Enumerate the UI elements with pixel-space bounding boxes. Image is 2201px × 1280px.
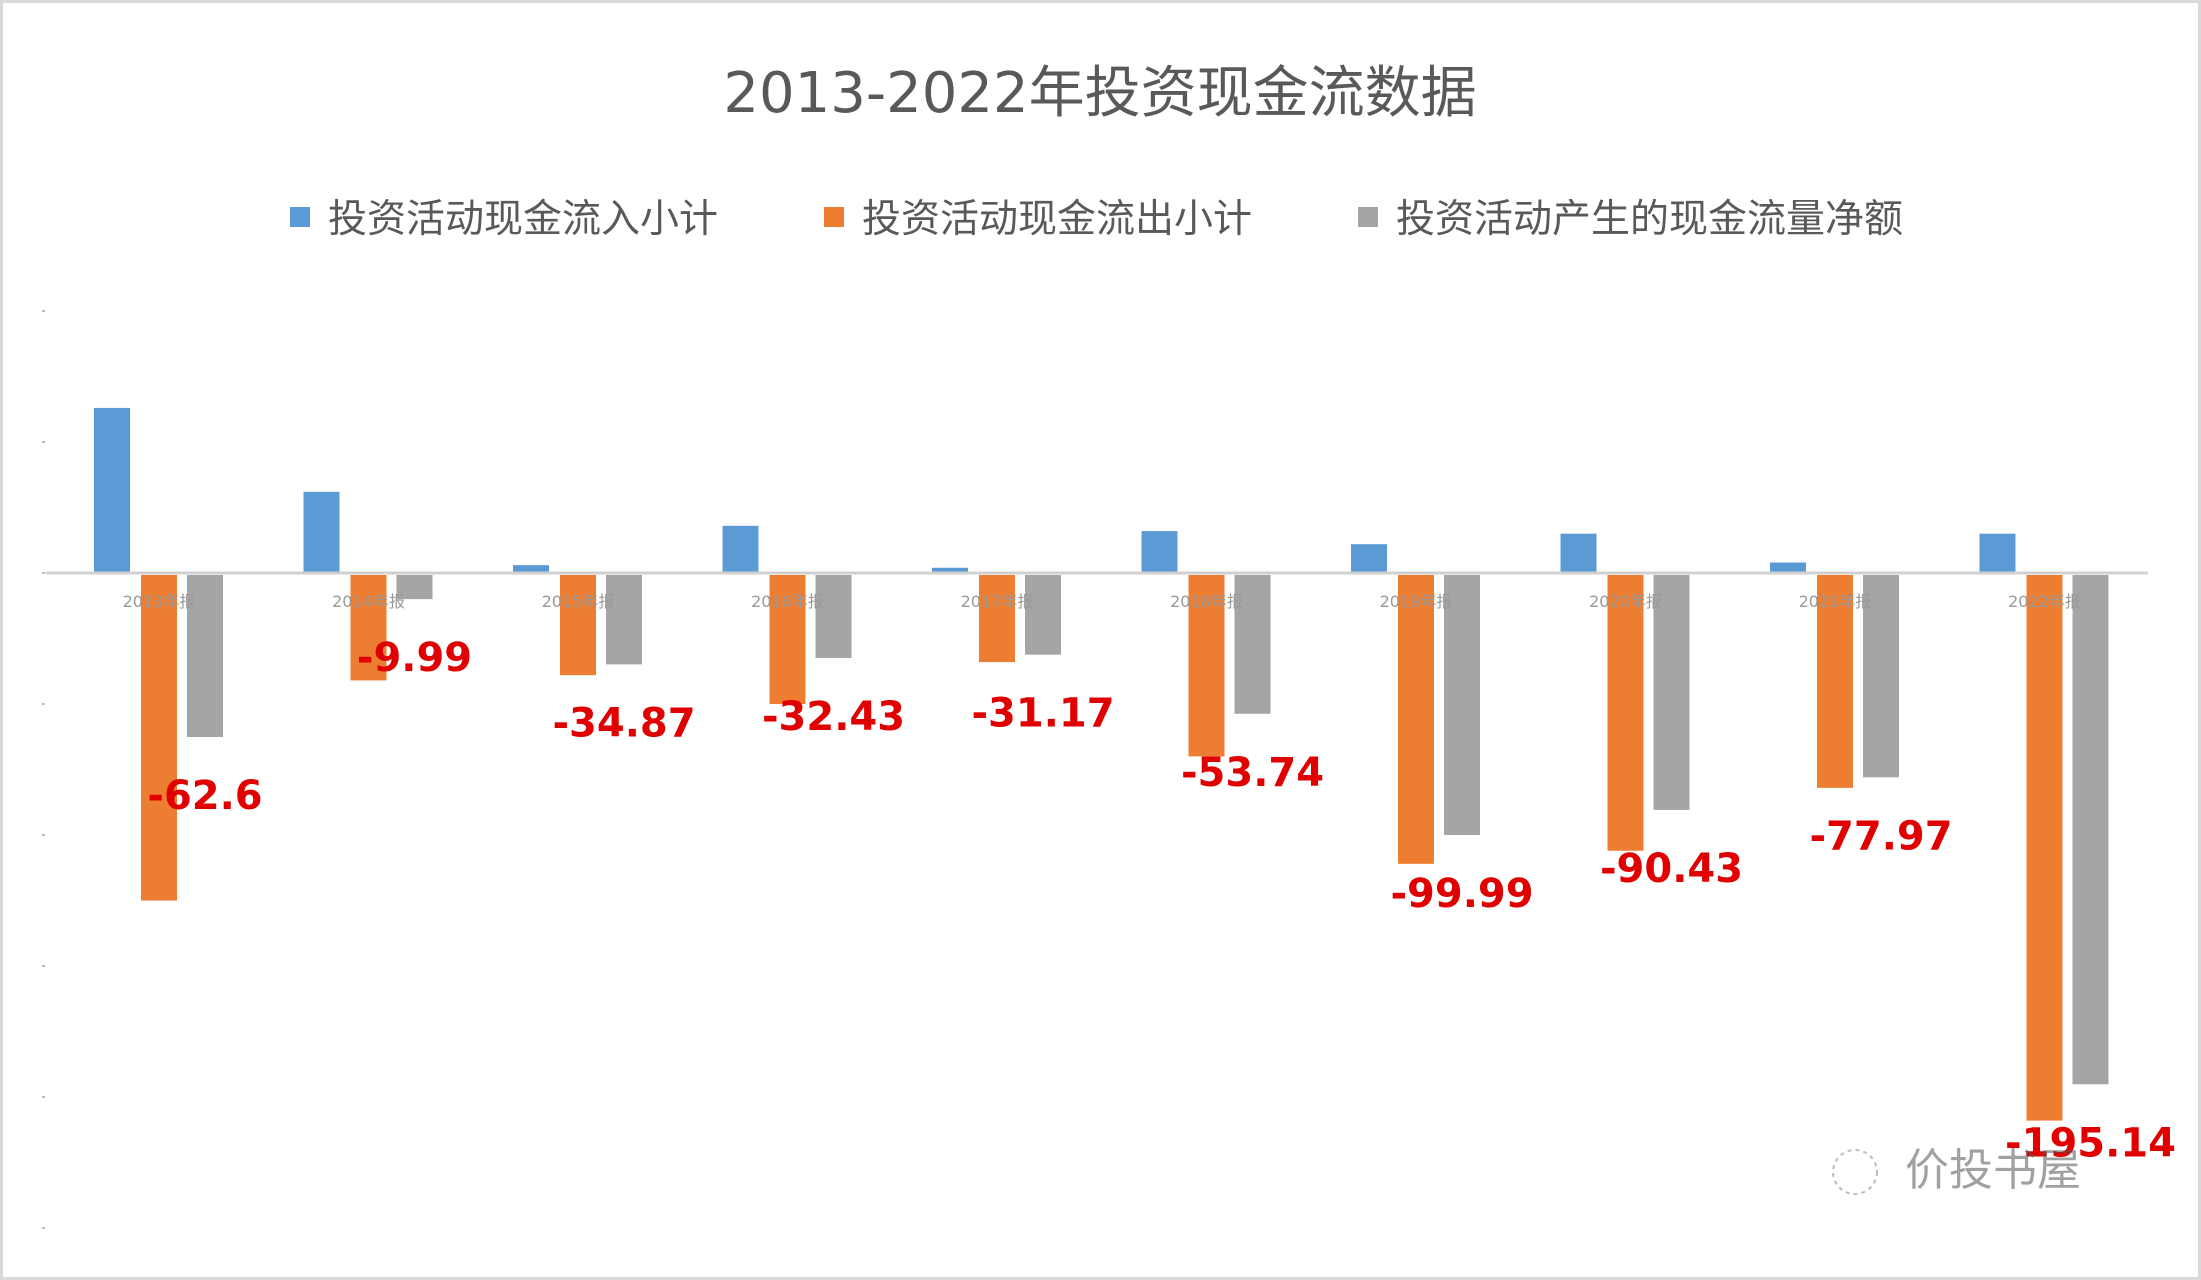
x-tick-label: 2016年报 [751,592,824,611]
bar-inflow [1979,533,2016,573]
bars [94,407,2109,1121]
bar-outflow [1398,575,1434,864]
chart-title: 2013-2022年投资现金流数据 [723,61,1476,126]
y-tick [42,965,45,967]
x-tick-label: 2018年报 [1170,592,1243,611]
bar-outflow [769,575,806,704]
x-tick-label: 2022年报 [2008,592,2081,611]
bar-outflow [1188,575,1225,757]
watermark-logo: 价投书屋 [1832,1145,2081,1196]
data-label: -31.17 [971,691,1114,737]
bar-net [1234,575,1271,714]
bar-net [815,575,852,658]
bar-inflow [94,407,130,573]
bar-net [1653,575,1690,810]
bar-inflow [1560,533,1597,573]
x-tick-label: 2019年报 [1380,592,1453,611]
legend-swatch [824,207,844,227]
bar-outflow [2026,575,2063,1121]
bar-outflow [1817,575,1853,788]
y-tick [42,572,45,574]
x-tick-label: 2020年报 [1589,592,1662,611]
data-label: -99.99 [1390,871,1533,917]
bar-outflow [979,575,1015,663]
y-tick [42,703,45,705]
data-label: -32.43 [762,694,905,740]
bar-outflow [141,575,177,901]
legend-label: 投资活动现金流入小计 [328,197,718,242]
y-axis-ticks [42,310,45,1229]
data-label: -53.74 [1181,750,1324,796]
bar-net [1025,575,1061,655]
x-tick-label: 2015年报 [542,592,615,611]
bar-net [187,575,223,738]
data-label: -62.6 [147,773,262,819]
bar-inflow [303,491,340,573]
legend-label: 投资活动现金流出小计 [862,197,1252,242]
data-label: -77.97 [1809,813,1952,859]
bar-inflow [1141,531,1178,573]
x-tick-label: 2013年报 [123,592,196,611]
bar-net [1444,575,1480,835]
legend: 投资活动现金流入小计 投资活动现金流出小计 投资活动产生的现金流量净额 [290,197,1903,242]
y-tick [42,310,45,312]
y-tick [42,1096,45,1098]
bar-inflow [1770,562,1806,573]
bar-net [396,575,433,600]
watermark-text: 价投书屋 [1905,1145,2081,1196]
bar-inflow [1351,544,1387,573]
data-label: -195.14 [2005,1120,2176,1166]
y-tick [42,834,45,836]
x-axis-labels: 2013年报 2014年报 2015年报 2016年报 2017年报 2018年报 2019… [123,592,2081,611]
legend-swatch [290,207,310,227]
bar-outflow [560,575,596,676]
bar-net [1863,575,1899,778]
bar-net [2072,575,2109,1085]
bar-net [606,575,642,665]
y-tick [42,1227,45,1229]
bar-outflow [1607,575,1644,851]
bar-inflow [722,525,759,573]
data-labels: -62.6 -9.99 -34.87 -32.43 -31.17 -53.74 -99.99… [147,635,2176,1166]
legend-swatch [1358,207,1378,227]
y-tick [42,441,45,443]
x-tick-label: 2021年报 [1799,592,1872,611]
bar-inflow [513,565,549,573]
x-tick-label: 2017年报 [961,592,1034,611]
data-label: -90.43 [1600,846,1743,892]
data-label: -34.87 [552,700,695,746]
bar-inflow [932,567,968,573]
legend-label: 投资活动产生的现金流量净额 [1396,197,1903,242]
x-tick-label: 2014年报 [332,592,405,611]
data-label: -9.99 [357,635,472,681]
bar-outflow [350,575,387,681]
